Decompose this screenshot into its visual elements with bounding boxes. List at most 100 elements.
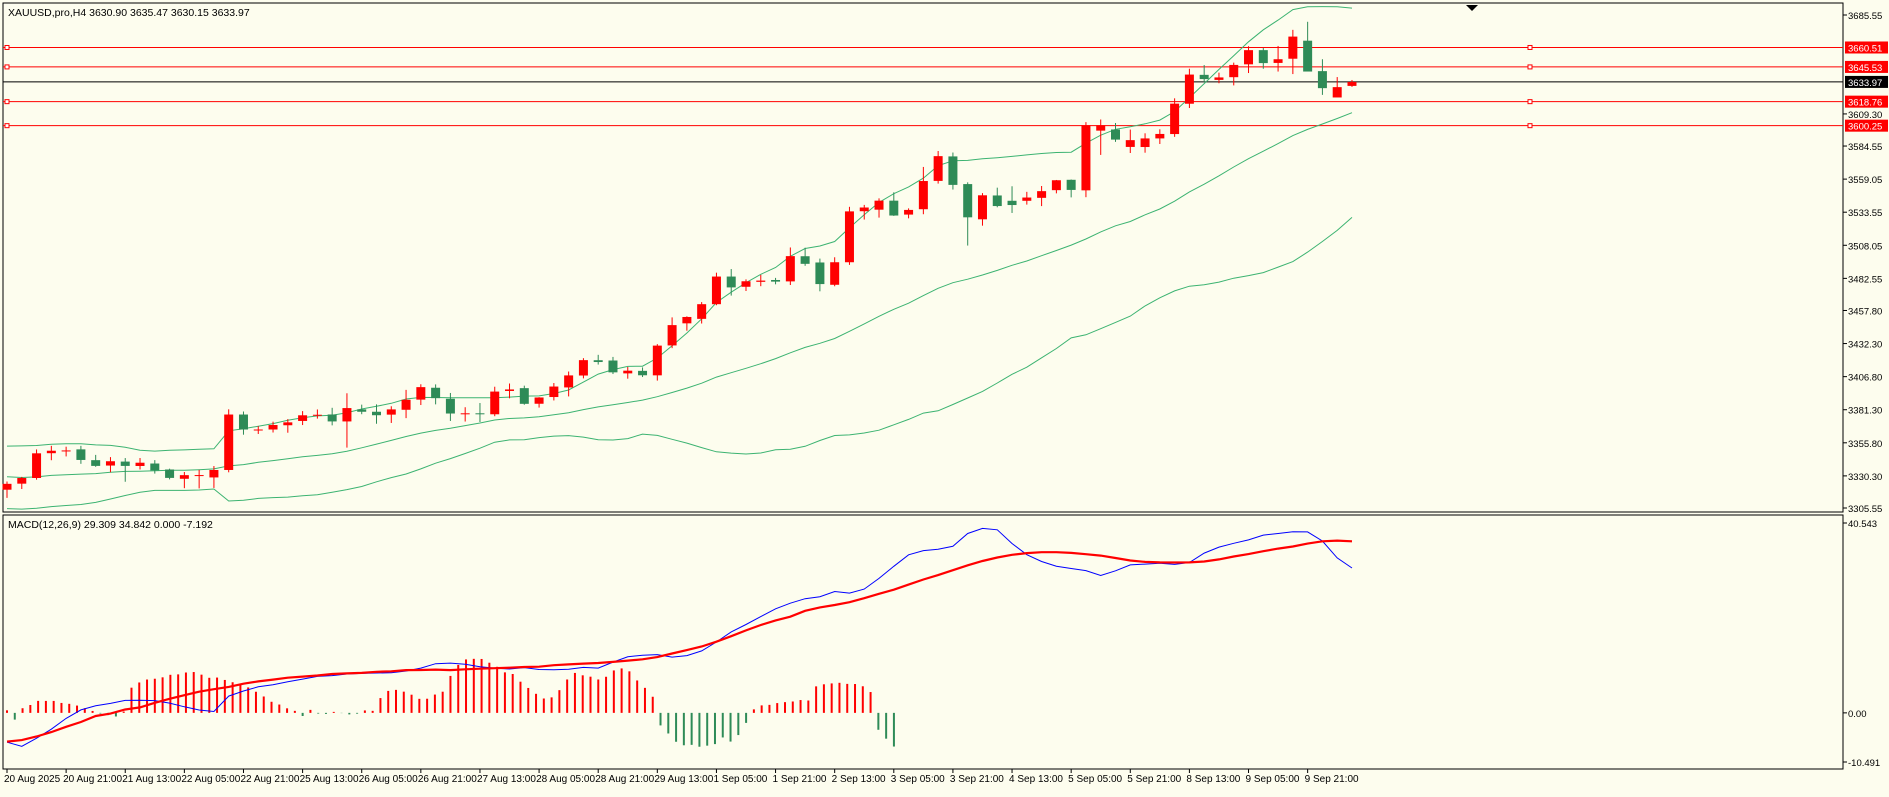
candle-body <box>977 195 987 220</box>
time-tick-label: 21 Aug 13:00 <box>122 774 181 785</box>
time-tick-label: 1 Sep 21:00 <box>773 774 827 785</box>
macd-header: MACD(12,26,9) 29.309 34.842 0.000 -7.192 <box>8 519 213 531</box>
time-tick-label: 3 Sep 05:00 <box>891 774 945 785</box>
candle-body <box>874 200 884 210</box>
candle-body <box>194 475 204 477</box>
candle-body <box>992 195 1002 207</box>
candle-body <box>135 462 145 466</box>
price-tick-label: 3559.05 <box>1848 175 1882 186</box>
candle <box>253 426 263 434</box>
candle-body <box>1007 200 1017 206</box>
candle <box>726 269 736 296</box>
candle <box>283 419 293 433</box>
candle <box>963 182 973 246</box>
time-tick-label: 28 Aug 21:00 <box>595 774 654 785</box>
candle-body <box>638 370 648 376</box>
chart-shift-marker-icon[interactable] <box>1466 5 1478 11</box>
macd-tick-label: -10.491 <box>1848 758 1880 769</box>
candle <box>372 404 381 424</box>
level-handle-2[interactable] <box>4 99 10 105</box>
level-price-tag <box>1845 95 1888 108</box>
candle <box>756 274 766 287</box>
price-window-frame <box>2 2 1844 513</box>
candle <box>342 393 352 448</box>
level-handle-right-2[interactable] <box>1527 99 1533 105</box>
candle-body <box>756 280 766 282</box>
candle <box>460 407 470 422</box>
candle <box>1022 191 1032 205</box>
candle <box>977 193 987 226</box>
candle-body <box>238 414 248 430</box>
time-tick-label: 5 Sep 05:00 <box>1068 774 1122 785</box>
candle-body <box>1111 129 1120 140</box>
level-handle-right-0[interactable] <box>1527 44 1533 50</box>
candle-body <box>1229 64 1239 78</box>
level-handle-0[interactable] <box>4 44 10 50</box>
candle <box>46 445 56 461</box>
candle-body <box>667 325 677 346</box>
candle-body <box>1332 87 1342 98</box>
candle <box>386 406 396 423</box>
candle-body <box>889 200 899 216</box>
time-tick-label: 9 Sep 21:00 <box>1305 774 1359 785</box>
candle-body <box>253 429 263 431</box>
candle <box>1051 179 1061 194</box>
candle <box>1273 45 1283 72</box>
price-tick-label: 3533.55 <box>1848 208 1882 219</box>
time-tick-label: 5 Sep 21:00 <box>1127 774 1181 785</box>
candle <box>490 386 500 417</box>
candle-body <box>46 450 56 454</box>
price-axis: 3685.55 3660.51 3645.53 3633.97 3618.763609.… <box>1843 11 1888 515</box>
level-handle-3[interactable] <box>4 123 10 129</box>
candle-body <box>91 460 101 466</box>
candle <box>697 302 707 324</box>
candle <box>623 367 633 379</box>
candle <box>1066 179 1076 198</box>
price-tick-label: 3305.55 <box>1848 504 1882 515</box>
candle <box>667 317 677 349</box>
candle-body <box>32 453 42 478</box>
candle <box>741 279 751 292</box>
candle <box>593 354 603 365</box>
candle-body <box>1140 138 1150 148</box>
candle-body <box>918 181 928 210</box>
candle-body <box>179 475 189 479</box>
candle-body <box>268 425 278 430</box>
candle <box>1037 186 1047 207</box>
candle-body <box>948 156 958 185</box>
level-price-label: 3660.51 <box>1848 43 1882 54</box>
candle-body <box>785 256 795 282</box>
candle <box>1125 129 1135 153</box>
candle <box>431 384 441 405</box>
candle <box>1317 59 1327 95</box>
candle-body <box>61 450 71 452</box>
price-tick-label: 3330.30 <box>1848 472 1882 483</box>
level-handle-right-3[interactable] <box>1527 123 1533 129</box>
candle-body <box>1214 77 1224 80</box>
price-tick-label: 3482.55 <box>1848 274 1882 285</box>
candle-body <box>298 415 308 421</box>
candle <box>209 466 219 488</box>
candle-body <box>1199 74 1209 80</box>
band-upper <box>6 6 1353 452</box>
level-handle-right-1[interactable] <box>1527 64 1533 70</box>
candle <box>224 409 234 473</box>
candle <box>889 192 899 216</box>
candle-body <box>342 408 352 422</box>
candle-body <box>401 399 411 410</box>
macd-line <box>6 527 1353 747</box>
price-tick-label: 3685.55 <box>1848 11 1882 22</box>
level-handle-1[interactable] <box>4 64 10 70</box>
candle-body <box>534 397 544 404</box>
candle <box>844 206 854 265</box>
candle <box>238 411 248 435</box>
candle-body <box>1273 59 1283 63</box>
candle <box>327 407 337 426</box>
candle-body <box>1303 40 1313 72</box>
candle <box>1007 186 1017 213</box>
price-tick-label: 3381.30 <box>1848 406 1882 417</box>
macd-axis: 40.543 0.00 -10.491 <box>1843 519 1880 769</box>
candle-body <box>2 483 12 490</box>
candle <box>475 403 485 423</box>
candle <box>1155 129 1165 144</box>
